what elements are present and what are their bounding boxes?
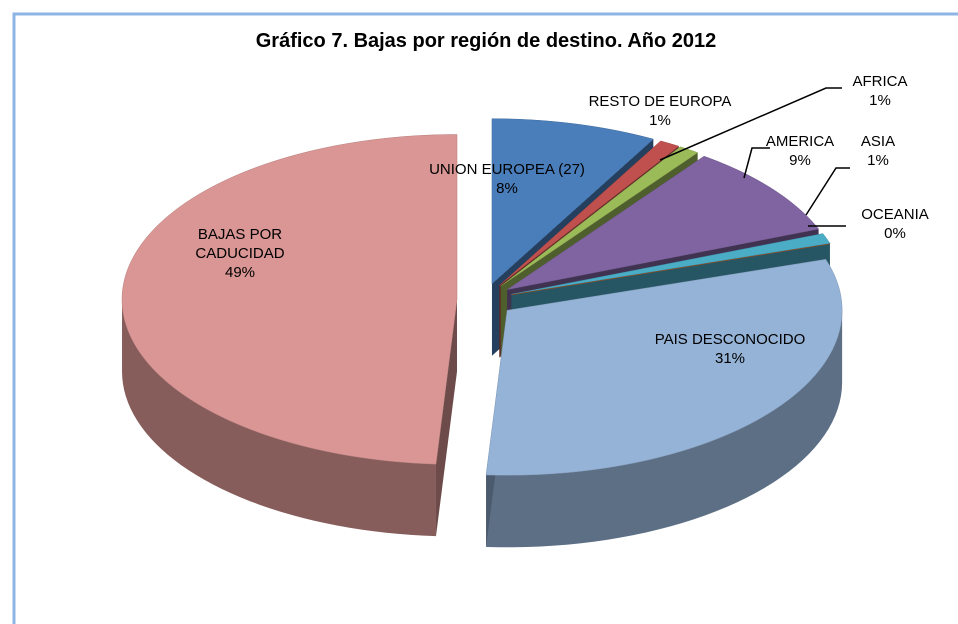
category-label: OCEANIA [861,206,929,223]
slice [121,134,458,465]
slice [500,146,699,287]
value-label: 8% [496,180,518,197]
category-label: AMERICA [765,133,835,150]
leader-line [805,167,850,216]
slice [506,155,820,290]
slice-edge [435,299,458,537]
data-label: AFRICA 1% [840,72,920,110]
data-label: UNION EUROPEA (27) 8% [427,160,587,198]
leader-line [659,87,842,161]
data-label: PAIS DESCONOCIDO 31% [630,330,830,368]
slice [485,259,843,476]
leader-lines [659,87,850,227]
value-label: 31% [714,350,746,367]
data-label: AMERICA 9% [750,132,850,170]
category-label: PAIS DESCONOCIDO [654,331,806,348]
category-label: RESTO DE EUROPA [588,93,732,110]
value-label: 1% [649,112,671,129]
value-label: 49% [224,264,256,281]
category-label: BAJAS POR CADUCIDAD [195,226,285,262]
leader-line [743,147,770,179]
category-label: ASIA [860,133,896,150]
data-label: ASIA 1% [848,132,908,170]
slice-side [486,310,843,548]
value-label: 9% [789,152,811,169]
slice [499,140,680,286]
category-label: AFRICA [852,73,908,90]
data-label: RESTO DE EUROPA 1% [570,92,750,130]
data-label: OCEANIA 0% [845,205,945,243]
value-label: 1% [867,152,889,169]
slice [491,118,654,285]
slice-side [122,299,436,537]
category-label: UNION EUROPEA (27) [429,161,585,178]
chart-title: Gráfico 7. Bajas por región de destino. … [256,30,717,52]
data-label: BAJAS POR CADUCIDAD 49% [180,225,300,282]
value-label: 1% [869,92,891,109]
slice-tops [121,118,843,476]
slice [511,233,831,295]
value-label: 0% [884,225,906,242]
